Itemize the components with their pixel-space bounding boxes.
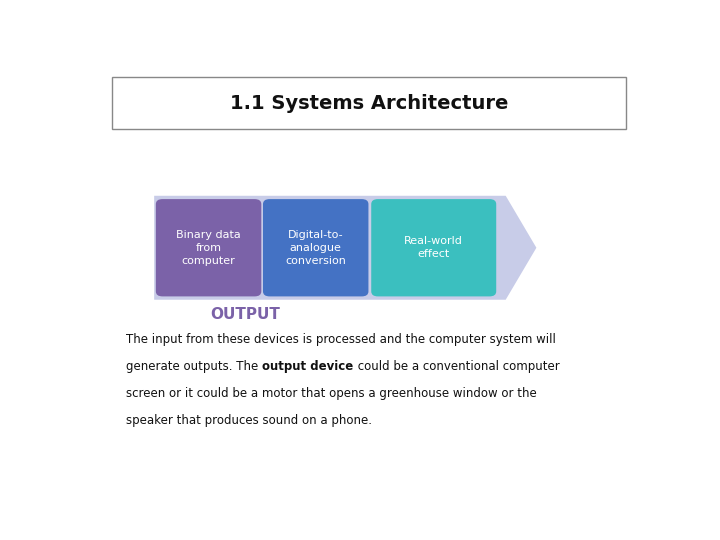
Text: Digital-to-
analogue
conversion: Digital-to- analogue conversion	[285, 230, 346, 266]
FancyBboxPatch shape	[263, 199, 369, 296]
Text: Binary data
from
computer: Binary data from computer	[176, 230, 241, 266]
FancyBboxPatch shape	[156, 199, 261, 296]
Polygon shape	[154, 196, 536, 300]
Text: screen or it could be a motor that opens a greenhouse window or the: screen or it could be a motor that opens…	[126, 387, 537, 400]
Text: speaker that produces sound on a phone.: speaker that produces sound on a phone.	[126, 414, 372, 427]
Text: The input from these devices is processed and the computer system will: The input from these devices is processe…	[126, 333, 556, 346]
FancyBboxPatch shape	[112, 77, 626, 129]
Text: could be a conventional computer: could be a conventional computer	[354, 360, 559, 373]
Text: output device: output device	[262, 360, 354, 373]
Text: OUTPUT: OUTPUT	[210, 307, 280, 322]
Text: generate outputs. The: generate outputs. The	[126, 360, 262, 373]
Text: 1.1 Systems Architecture: 1.1 Systems Architecture	[230, 94, 508, 113]
FancyBboxPatch shape	[372, 199, 496, 296]
Text: Real-world
effect: Real-world effect	[405, 237, 463, 259]
